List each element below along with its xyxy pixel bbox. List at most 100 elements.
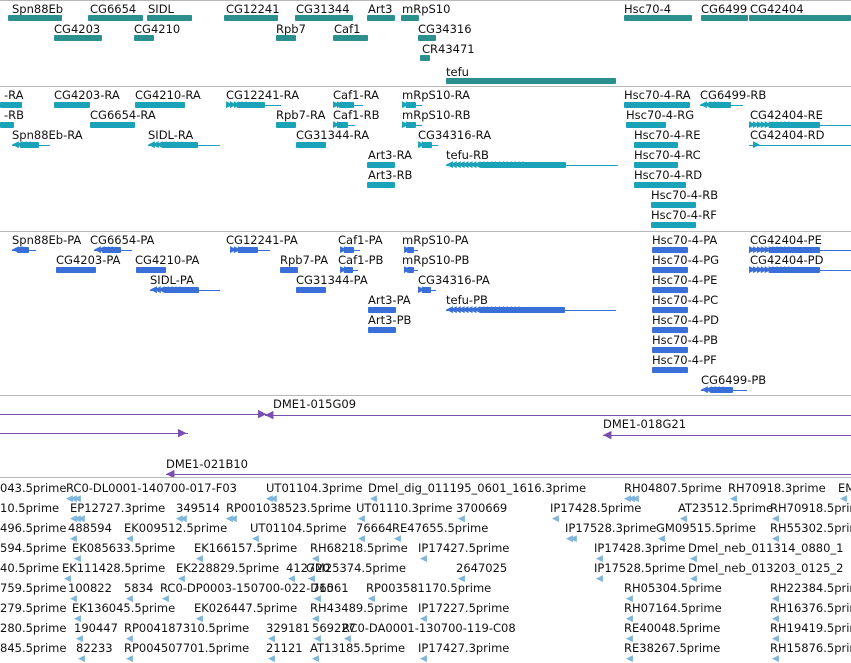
plus-strand-arrows-icon: ▶▶ <box>402 100 413 110</box>
plus-strand-arrows-icon: ▶▶ <box>340 265 351 275</box>
est-feature-label: RH19419.5prime <box>770 621 851 635</box>
transcript-feature-label: CG6499-RB <box>700 88 767 102</box>
transcript-feature-exon <box>422 142 432 148</box>
clone-end-left-arrow-icon: ◀ <box>166 467 175 477</box>
plus-strand-arrows-icon: ▶ <box>404 245 411 255</box>
gene-feature-label: CG6499 <box>701 2 748 16</box>
est-strand-arrows-icon: ◀ <box>76 634 83 644</box>
est-feature-label: 412720 <box>286 561 330 575</box>
protein-feature-label: Caf1-PB <box>338 253 384 267</box>
est-strand-arrows-icon: ◀ <box>420 554 427 564</box>
transcript-feature-label: -RB <box>4 108 25 122</box>
clone-track: ▶ DME1-015G09 ◀ ▶ DME1-018G21 ◀ DME1-021B10 ◀ <box>0 396 851 477</box>
est-strand-arrows-icon: ◀ <box>308 574 315 584</box>
transcript-feature-label: Caf1-RB <box>333 108 380 122</box>
protein-feature-label: Hsc70-4-PE <box>652 273 718 287</box>
transcript-feature-label: CG6654-RA <box>90 108 156 122</box>
gene-feature-bar <box>333 35 368 41</box>
gene-feature-label: CG34316 <box>418 22 472 36</box>
est-strand-arrows-icon: ◀ <box>288 574 295 584</box>
est-feature-label: IP17428.3prime <box>594 541 686 555</box>
gene-feature-bar <box>418 35 436 41</box>
est-feature-label: EK009512.5prime <box>124 521 228 535</box>
gene-track: Spn88Eb CG6654 SIDL CG12241 CG31344 Art3 mRpS1… <box>0 0 851 86</box>
protein-feature-bar <box>56 267 96 273</box>
transcript-feature-bar <box>624 102 690 108</box>
gene-feature-bar <box>147 15 192 21</box>
transcript-feature-bar <box>0 102 22 108</box>
est-strand-arrows-icon: ◀◀◀ <box>66 494 81 504</box>
gene-feature-label: Spn88Eb <box>12 2 64 16</box>
est-feature-label: 569227 <box>312 621 356 635</box>
protein-feature-exon <box>238 247 258 253</box>
clone-end-left-arrow-icon: ◀ <box>265 408 274 421</box>
plus-strand-arrows-icon: ▶▶▶ <box>333 100 348 110</box>
minus-strand-arrows-icon: ◀◀◀◀ <box>12 140 31 150</box>
gene-feature-bar <box>88 15 143 21</box>
transcript-feature-exon <box>406 122 416 128</box>
est-feature-label: 349514 <box>176 501 220 515</box>
gene-feature-bar <box>224 15 278 21</box>
est-strand-arrows-icon: ◀ <box>626 594 633 604</box>
est-strand-arrows-icon: ◀ <box>772 594 779 604</box>
est-feature-label: 82233 <box>76 641 113 655</box>
transcript-feature-label: CG34316-RA <box>418 128 492 142</box>
est-feature-label: RH43489.5prime <box>310 601 408 615</box>
est-strand-arrows-icon: ◀ <box>312 554 319 564</box>
est-strand-arrows-icon: ◀ <box>70 534 77 544</box>
transcript-feature-bar <box>634 162 678 168</box>
est-feature-label: RP001038523.5prime <box>226 501 352 515</box>
track-separator-gene <box>0 0 851 1</box>
gene-feature-bar <box>54 35 102 41</box>
plus-strand-arrows-icon: ▶ <box>404 265 411 275</box>
est-feature-label: EK136045.5prime <box>72 601 176 615</box>
est-strand-arrows-icon: ◀ <box>458 514 465 524</box>
transcript-feature-exon <box>237 102 265 108</box>
protein-feature-exon <box>344 247 354 253</box>
transcript-feature-bar <box>90 122 135 128</box>
protein-feature-label: mRpS10-PA <box>402 233 469 247</box>
transcript-feature-exon <box>769 122 820 128</box>
protein-feature-bar <box>652 247 688 253</box>
transcript-feature-exon <box>20 142 39 148</box>
gene-feature-label: CG4203 <box>54 22 101 36</box>
protein-feature-label: CG31344-PA <box>296 273 368 287</box>
est-feature-label: 043.5prime <box>0 481 67 495</box>
est-feature-label: IP17427.3prime <box>418 641 510 655</box>
protein-feature-label: CG4203-PA <box>56 253 121 267</box>
est-strand-arrows-icon: ◀ <box>64 574 71 584</box>
est-feature-label: 280.5prime <box>0 621 67 635</box>
est-feature-label: UT01110.3prime <box>356 501 453 515</box>
est-strand-arrows-icon: ◀ <box>314 634 321 644</box>
clone-feature-label: DME1-021B10 <box>166 457 248 471</box>
est-strand-arrows-icon: ◀ <box>162 594 169 604</box>
est-strand-arrows-icon: ◀ <box>458 574 465 584</box>
protein-feature-bar <box>652 307 688 313</box>
est-strand-arrows-icon: ◀◀◀ <box>70 514 85 524</box>
clone-span-line <box>265 415 851 416</box>
est-strand-arrows-icon: ◀ <box>690 574 697 584</box>
gene-feature-bar <box>446 78 616 84</box>
est-feature-label: 76561 <box>312 581 349 595</box>
protein-feature-exon <box>17 247 29 253</box>
est-feature-label: 100822 <box>68 581 112 595</box>
gene-feature-bar <box>701 15 748 21</box>
est-feature-label: IP17528.3prime <box>565 521 657 535</box>
transcript-feature-exon <box>709 102 731 108</box>
protein-feature-label: Hsc70-4-PD <box>652 313 720 327</box>
est-feature-label: GM09515.5prime <box>656 521 756 535</box>
transcript-feature-label: Hsc70-4-RC <box>634 148 701 162</box>
gene-feature-label: CG6654 <box>90 2 137 16</box>
transcript-feature-label: mRpS10-RA <box>402 88 470 102</box>
est-strand-arrows-icon: ◀ <box>626 634 633 644</box>
protein-feature-label: CG6499-PB <box>701 373 767 387</box>
est-strand-arrows-icon: ◀ <box>312 654 319 663</box>
protein-feature-exon <box>344 267 353 273</box>
protein-feature-bar <box>296 287 326 293</box>
est-feature-label: EK166157.5prime <box>194 541 298 555</box>
est-feature-label: 10.5prime <box>0 501 60 515</box>
gene-feature-bar <box>420 55 430 61</box>
protein-feature-label: Art3-PA <box>368 293 411 307</box>
est-feature-label: 3700669 <box>456 501 508 515</box>
transcript-feature-bar <box>0 122 14 128</box>
